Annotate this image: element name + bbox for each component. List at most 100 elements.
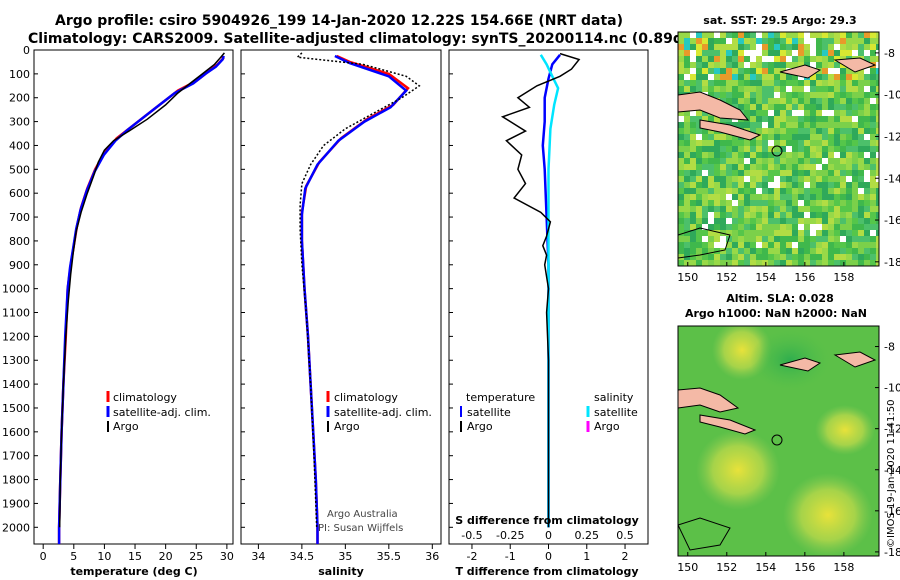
sst-cell xyxy=(678,32,684,38)
sst-cell xyxy=(732,164,738,170)
sst-cell xyxy=(852,212,858,218)
sst-cell xyxy=(702,74,708,80)
x-axes: 0 5 10 15 20 25 30 34 34.5 35 35.5 36 -2 -1 0 1 2 -0.5 -0.… xyxy=(40,529,634,563)
sst-cell xyxy=(726,224,732,230)
sst-cell xyxy=(738,212,744,218)
sst-cell xyxy=(876,74,879,80)
legend-salinity-title: salinity xyxy=(594,391,634,404)
sst-cell xyxy=(834,44,840,50)
sst-cell xyxy=(714,236,720,242)
sst-cell xyxy=(792,80,798,86)
sst-cell xyxy=(846,170,852,176)
sst-cell xyxy=(708,260,714,266)
sst-cell xyxy=(774,122,780,128)
sst-cell xyxy=(684,146,690,152)
sst-cell xyxy=(864,128,870,134)
sst-cell xyxy=(846,218,852,224)
sst-cell xyxy=(810,140,816,146)
sst-cell xyxy=(864,44,870,50)
sst-cell xyxy=(690,128,696,134)
sst-cell xyxy=(858,104,864,110)
sst-cell xyxy=(762,254,768,260)
sst-cell xyxy=(678,122,684,128)
sst-cell xyxy=(726,164,732,170)
sst-cell xyxy=(774,254,780,260)
sst-cell xyxy=(846,248,852,254)
sst-cell xyxy=(834,110,840,116)
sst-cell xyxy=(852,152,858,158)
sst-cell xyxy=(846,146,852,152)
sst-cell xyxy=(786,182,792,188)
sst-cell xyxy=(750,80,756,86)
sst-cell xyxy=(822,254,828,260)
sst-cell xyxy=(684,260,690,266)
sst-cell xyxy=(804,242,810,248)
sst-cell xyxy=(756,212,762,218)
sst-cell xyxy=(834,38,840,44)
sst-cell xyxy=(678,242,684,248)
sst-cell xyxy=(816,158,822,164)
sst-cell xyxy=(846,254,852,260)
title-line-1: Argo profile: csiro 5904926_199 14-Jan-2… xyxy=(55,13,623,29)
sst-cell xyxy=(732,74,738,80)
sst-cell xyxy=(774,38,780,44)
sst-cell xyxy=(816,176,822,182)
sst-cell xyxy=(822,62,828,68)
sst-cell xyxy=(840,44,846,50)
sst-cell xyxy=(702,158,708,164)
sst-cell xyxy=(792,236,798,242)
sst-cell xyxy=(738,146,744,152)
sst-cell xyxy=(840,158,846,164)
sst-cell xyxy=(726,98,732,104)
x-tick-label: 34 xyxy=(251,550,265,563)
sst-cell xyxy=(858,194,864,200)
sst-cell xyxy=(684,44,690,50)
sst-cell xyxy=(738,200,744,206)
sst-cell xyxy=(822,164,828,170)
sst-cell xyxy=(870,104,876,110)
sst-cell xyxy=(780,122,786,128)
sst-cell xyxy=(798,38,804,44)
sst-cell xyxy=(768,206,774,212)
sst-cell xyxy=(708,218,714,224)
sst-cell xyxy=(810,122,816,128)
sst-cell xyxy=(756,230,762,236)
sst-map-field xyxy=(678,32,879,266)
sst-cell xyxy=(762,68,768,74)
sst-cell xyxy=(792,122,798,128)
sst-cell xyxy=(846,86,852,92)
map-y-tick-label: -8 xyxy=(884,341,895,354)
sst-cell xyxy=(744,206,750,212)
sst-cell xyxy=(810,182,816,188)
sst-cell xyxy=(816,188,822,194)
sst-cell xyxy=(780,254,786,260)
reef-outline xyxy=(678,517,731,551)
sst-cell xyxy=(834,128,840,134)
sst-cell xyxy=(780,50,786,56)
sst-cell xyxy=(702,254,708,260)
sst-cell xyxy=(834,122,840,128)
sst-cell xyxy=(828,254,834,260)
sst-cell xyxy=(762,152,768,158)
sst-cell xyxy=(840,176,846,182)
sst-cell xyxy=(828,104,834,110)
sst-cell xyxy=(780,110,786,116)
sst-cell xyxy=(828,56,834,62)
sst-cell xyxy=(762,218,768,224)
sst-cell xyxy=(750,122,756,128)
sst-cell xyxy=(780,248,786,254)
sst-cell xyxy=(846,80,852,86)
sst-cell xyxy=(810,254,816,260)
sst-cell xyxy=(840,80,846,86)
sst-cell xyxy=(786,224,792,230)
sst-cell xyxy=(774,188,780,194)
sst-cell xyxy=(792,110,798,116)
sst-cell xyxy=(702,218,708,224)
sst-cell xyxy=(756,188,762,194)
sst-cell xyxy=(726,206,732,212)
sst-cell xyxy=(762,92,768,98)
sst-cell xyxy=(702,116,708,122)
sst-cell xyxy=(828,98,834,104)
sst-cell xyxy=(684,242,690,248)
sst-cell xyxy=(810,260,816,266)
